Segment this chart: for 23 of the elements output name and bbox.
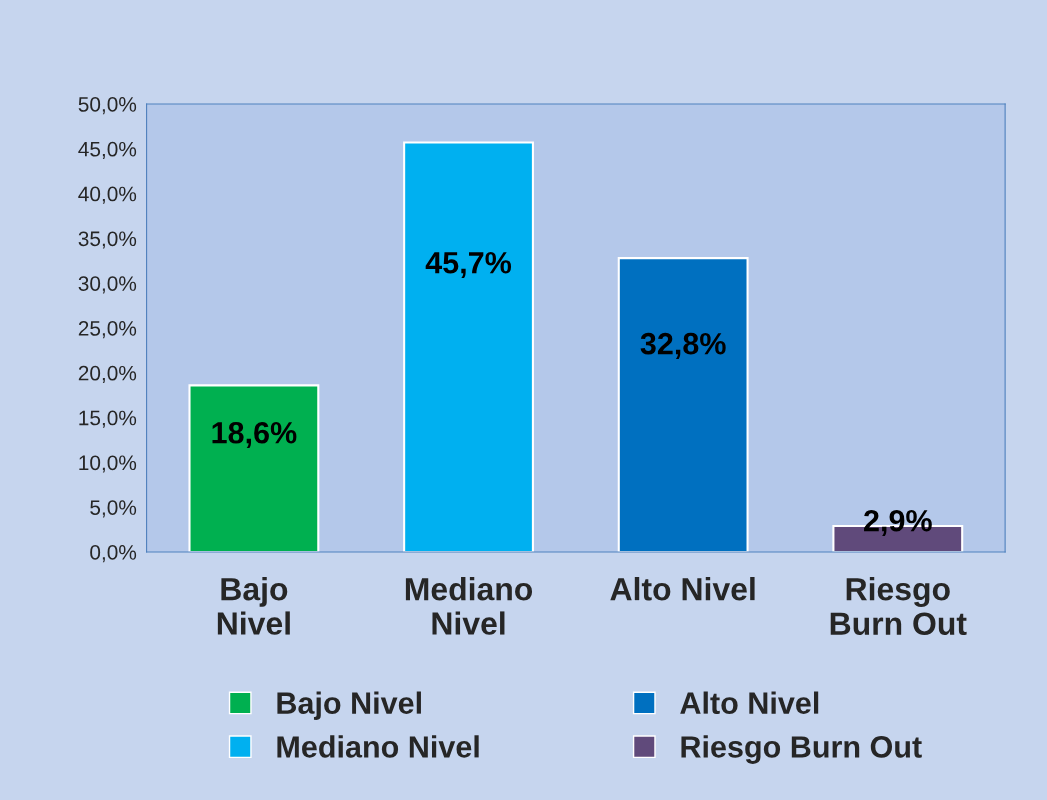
legend-label: Bajo Nivel [277, 691, 421, 720]
data-label: 18,6% [212, 421, 297, 448]
y-tick-label: 0,0% [90, 545, 137, 563]
x-tick-label: Riesgo Burn Out [830, 577, 967, 636]
y-tick-label: 10,0% [79, 455, 137, 473]
y-tick-label: 50,0% [78, 97, 137, 115]
y-tick-label: 45,0% [78, 141, 137, 160]
x-tick-label: Mediano Nivel [405, 577, 533, 635]
y-tick-label: 30,0% [78, 276, 137, 294]
data-label: 45,7% [425, 252, 512, 278]
legend-label: Riesgo Burn Out [681, 735, 922, 764]
legend-label: Mediano Nivel [277, 735, 479, 758]
legend-label: Alto Nivel [680, 691, 819, 714]
y-tick-label: 15,0% [79, 410, 137, 428]
y-tick-label: 35,0% [78, 231, 137, 249]
y-tick-label: 40,0% [78, 186, 137, 204]
data-label: 32,8% [640, 332, 726, 359]
y-tick-label: 25,0% [78, 321, 137, 339]
y-tick-label: 20,0% [78, 365, 137, 384]
y-tick-label: 5,0% [90, 500, 137, 518]
x-tick-label: Alto Nivel [610, 577, 755, 601]
data-label: 2,9% [864, 509, 932, 536]
x-tick-label: Bajo Nivel [217, 577, 290, 635]
